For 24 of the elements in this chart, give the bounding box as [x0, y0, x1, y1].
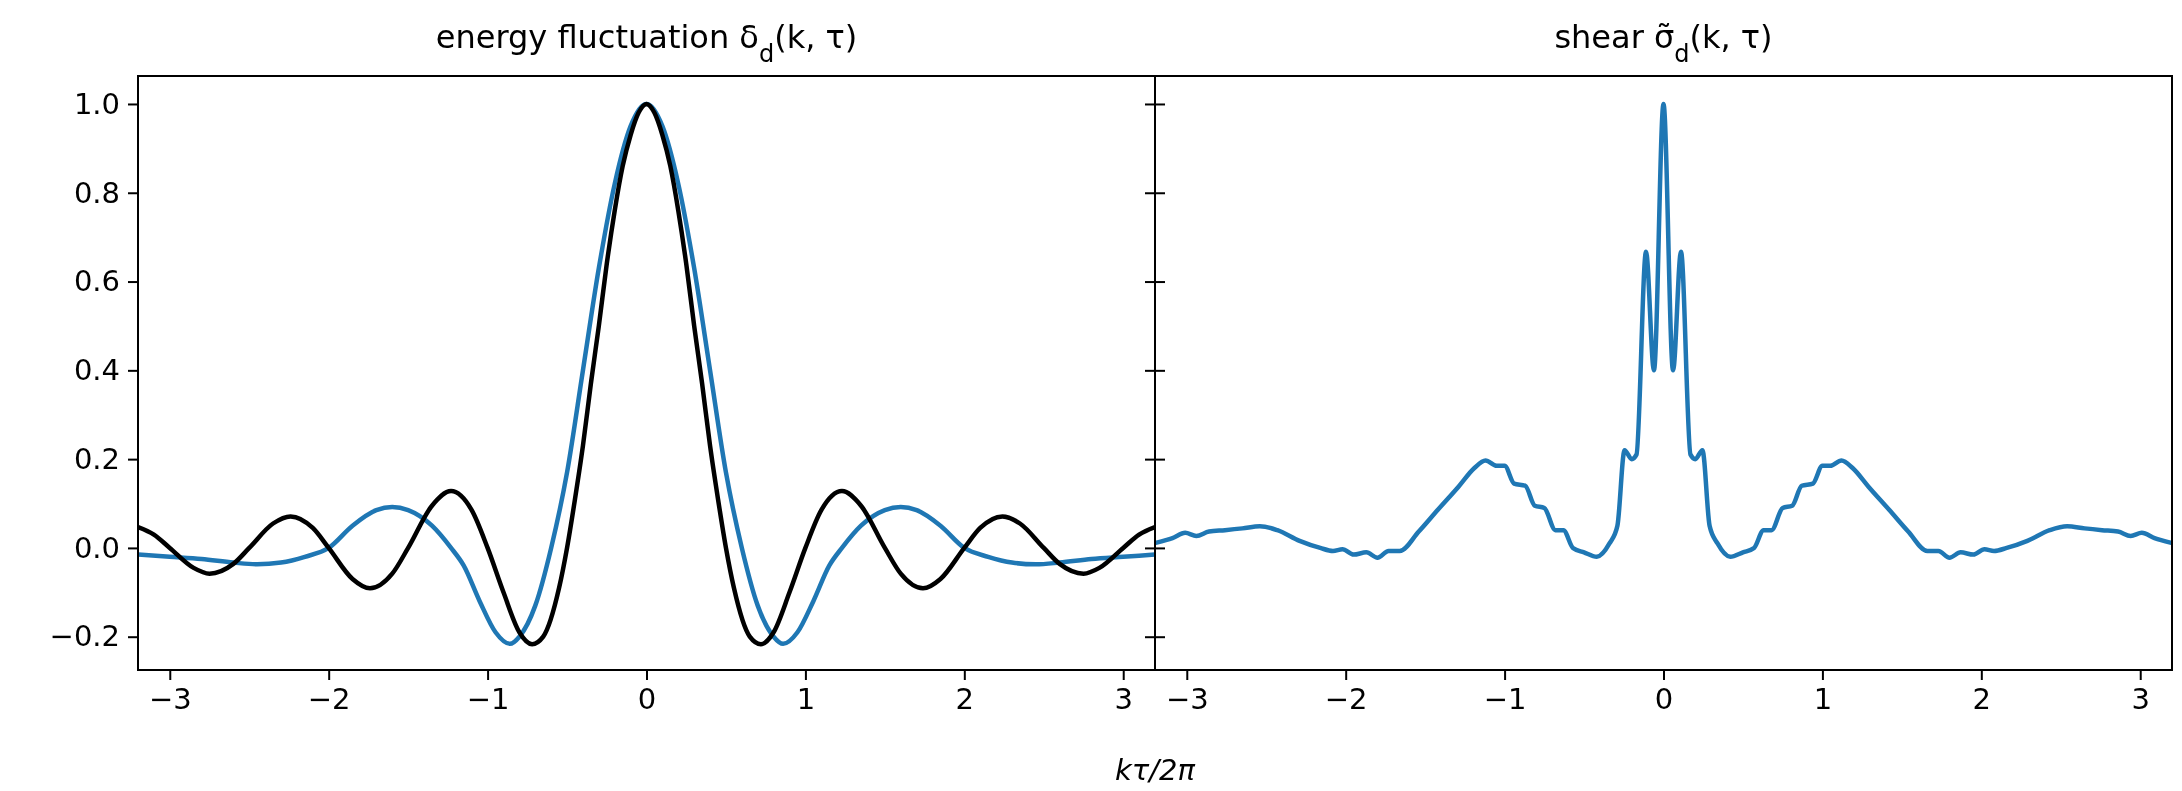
y-tick-label: 0.6 [73, 264, 120, 299]
x-tick-label: 2 [1972, 681, 1992, 716]
x-tick-label: −1 [466, 681, 510, 716]
y-tick-label: 1.0 [73, 86, 120, 121]
x-tick-label: 0 [1654, 681, 1674, 716]
x-tick-label: −2 [307, 681, 351, 716]
y-tick-label: 0.8 [73, 175, 120, 210]
x-tick-label: 2 [955, 681, 975, 716]
x-tick-label: 1 [1813, 681, 1833, 716]
x-tick-label: −3 [1165, 681, 1209, 716]
chart-title: energy fluctuation δ$_{d}$(k, τ) [435, 18, 858, 68]
x-axis-title: kτ/2π [1115, 753, 1196, 787]
x-tick-label: 3 [1114, 681, 1133, 716]
x-tick-label: −1 [1483, 681, 1527, 716]
x-tick-label: 3 [2131, 681, 2150, 716]
chart-title: shear σ̃$_{d}$(k, τ) [1554, 18, 1773, 68]
x-tick-label: 1 [796, 681, 816, 716]
x-tick-label: −2 [1324, 681, 1368, 716]
y-tick-label: −0.2 [49, 619, 120, 654]
y-tick-label: 0.0 [73, 530, 120, 565]
y-tick-label: 0.2 [73, 441, 120, 476]
x-tick-label: 0 [637, 681, 657, 716]
x-tick-label: −3 [148, 681, 192, 716]
y-tick-label: 0.4 [73, 353, 120, 388]
